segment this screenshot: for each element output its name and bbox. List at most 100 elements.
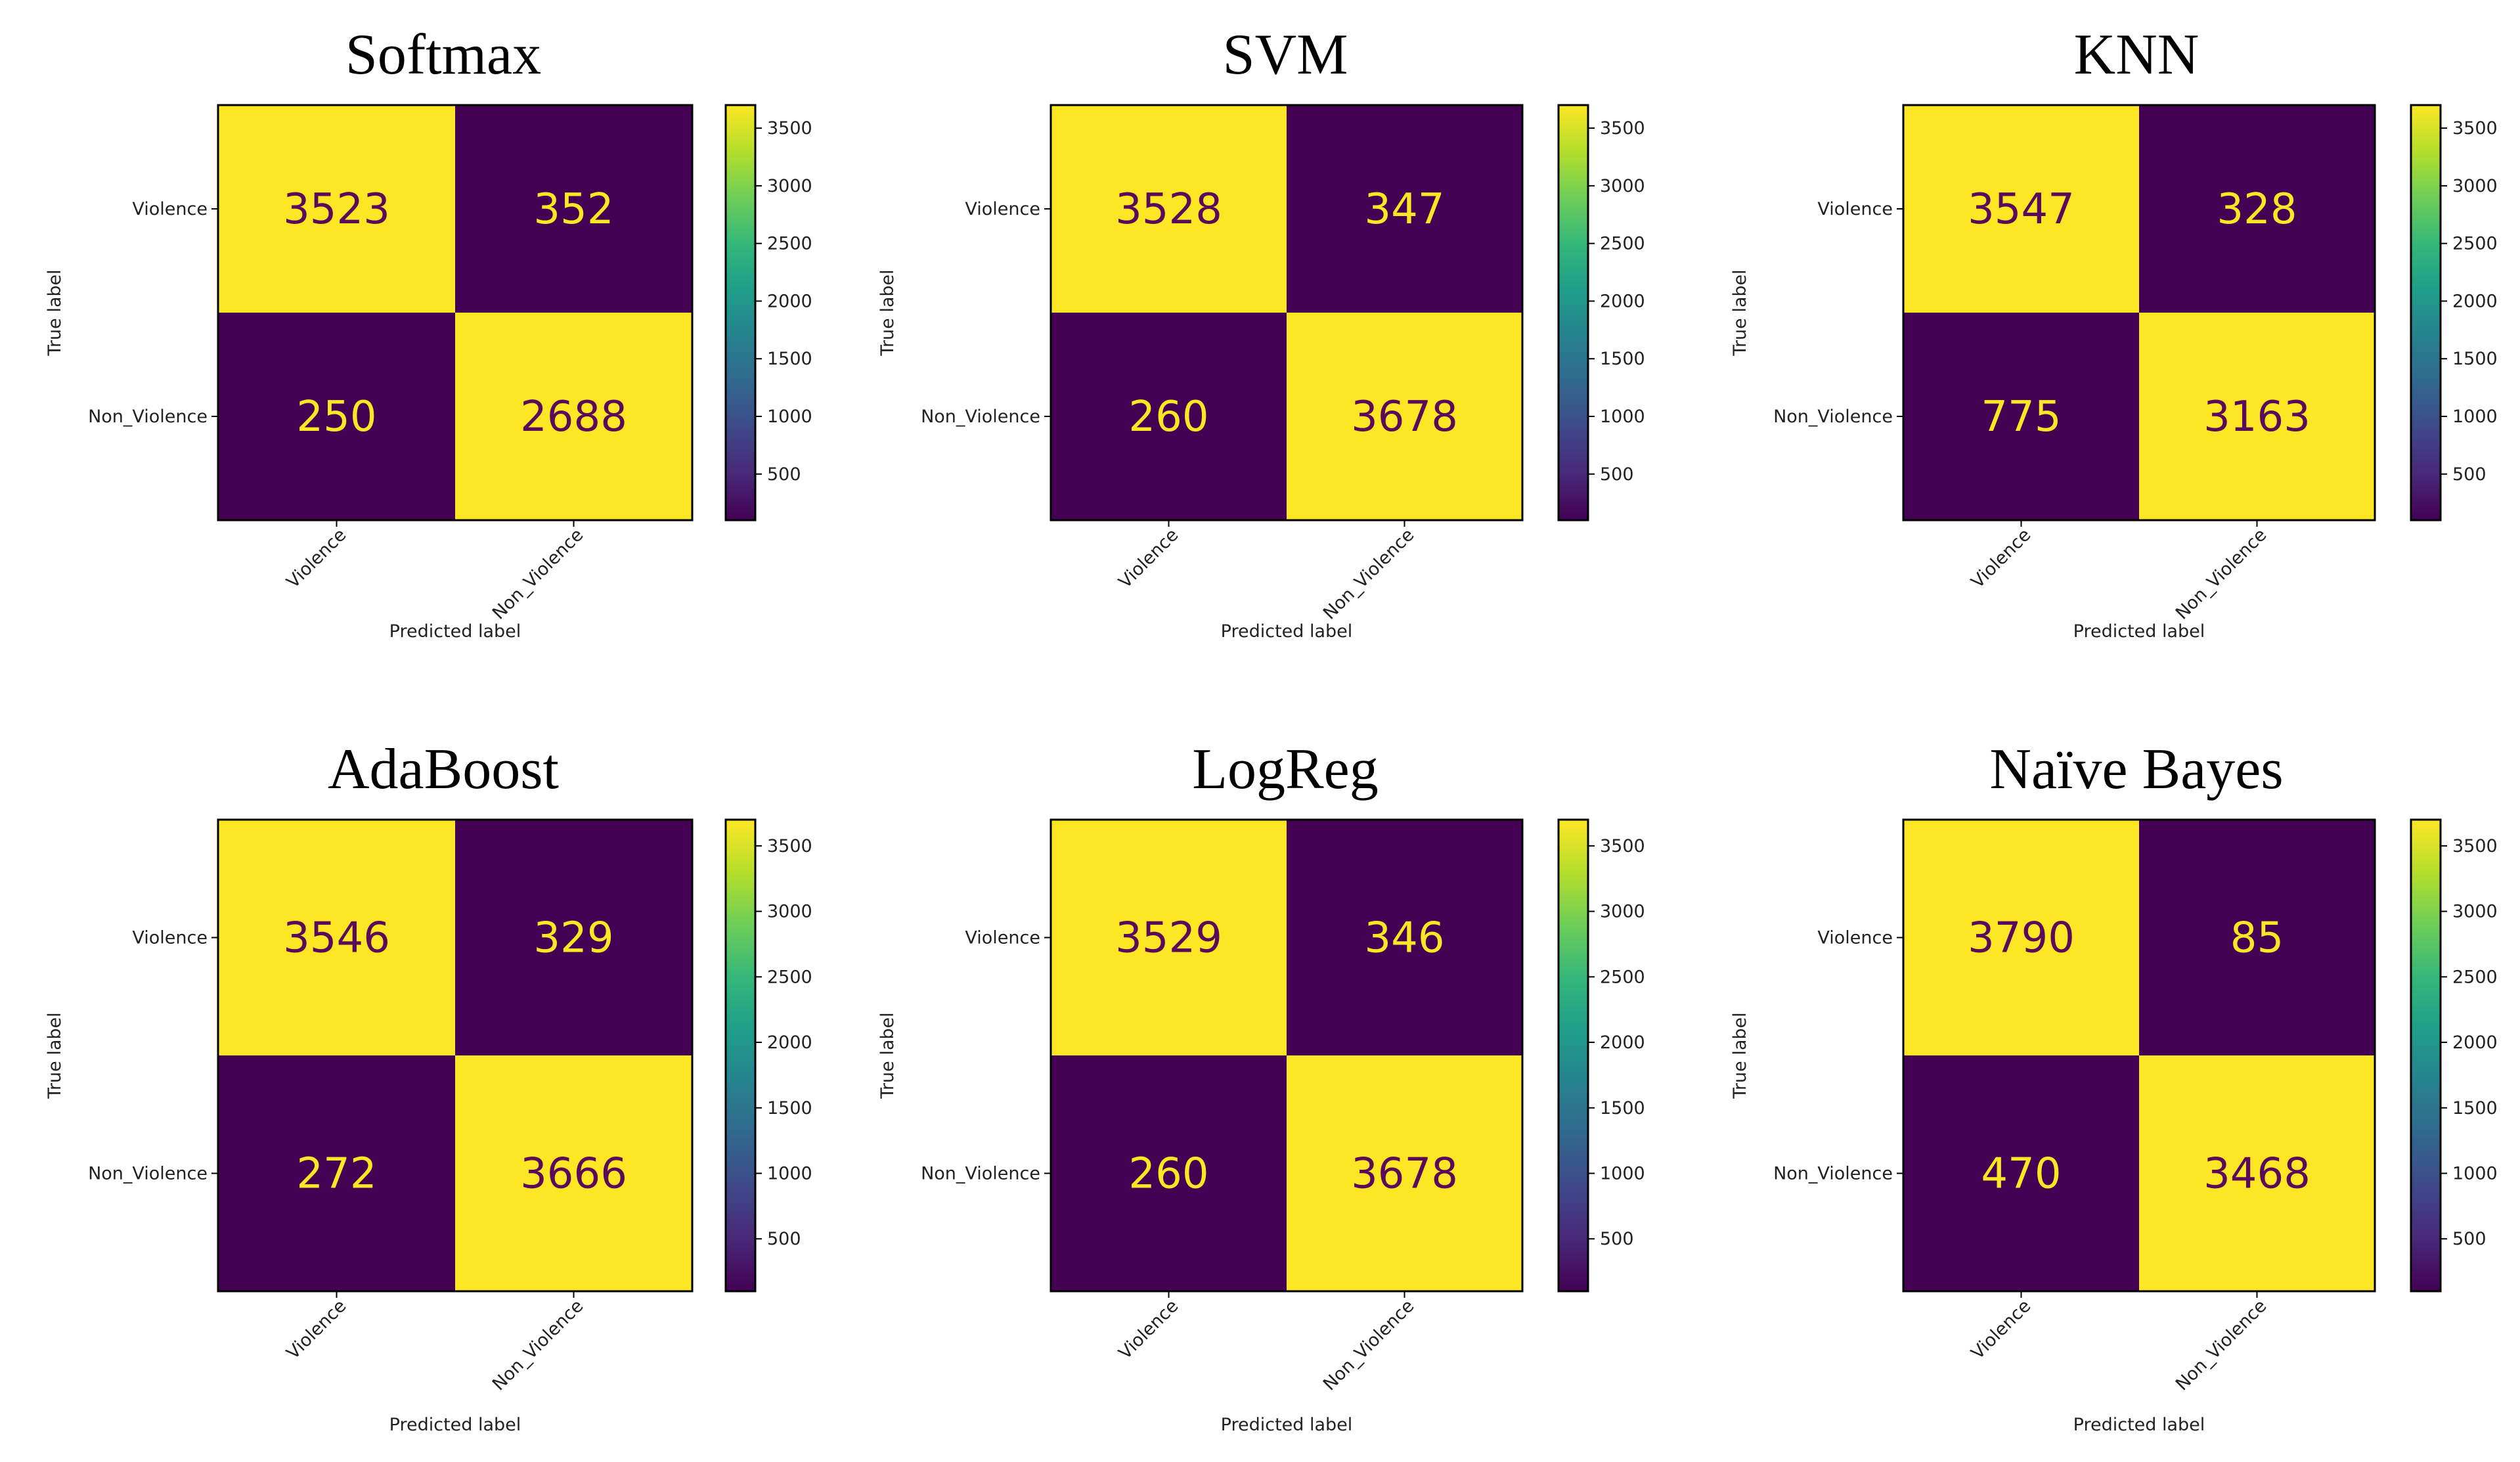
cell-r1-c0 [218,1055,455,1291]
cell-r0-c1 [455,820,692,1055]
colorbar-tick-label: 3500 [2452,118,2498,139]
x-axis-label: Predicted label [1221,621,1353,642]
x-tick-label: Non_Violence [1319,1296,1419,1395]
cell-r1-c1 [455,313,692,520]
x-tick-label: Non_Violence [1319,525,1419,624]
cell-value: 3163 [2203,393,2310,441]
cell-r1-c1 [1287,1055,1522,1291]
cell-value: 3790 [1968,914,2075,963]
colorbar-tick-label: 3500 [767,836,812,856]
cell-r1-c0 [218,313,455,520]
cell-value: 3547 [1968,185,2075,234]
colorbar-tick-label: 500 [2452,464,2487,485]
colorbar: 500 1000 1500 2000 2500 3000 3500 [2410,104,2498,521]
colorbar-tick-label: 500 [1600,1229,1634,1249]
colorbar-tick-label: 2500 [767,234,812,254]
x-axis-label: Predicted label [389,621,521,642]
colorbar-tick-label: 1500 [1600,349,1645,369]
colorbar-tick-label: 3000 [2452,902,2498,922]
colorbar-tick-label: 500 [1600,464,1634,485]
y-axis-label: True label [1730,269,1750,356]
cell-r1-c0 [1051,313,1287,520]
colorbar-tick-label: 1500 [2452,1098,2498,1119]
y-tick-label: Violence [132,199,208,219]
cell-value: 272 [296,1150,376,1199]
cell-r1-c1 [455,1055,692,1291]
x-tick-label: Non_Violence [2172,525,2271,624]
colorbar-tick-label: 2000 [767,1032,812,1053]
heatmap-frame [1050,104,1524,521]
cell-value: 775 [1981,393,2061,441]
x-axis-label: Predicted label [2073,1415,2205,1435]
panel-1: SVM 3528 347 260 3678 Violence Non_Violence Vio… [877,23,1645,642]
cell-value: 352 [533,185,613,234]
cell-r0-c0 [218,820,455,1055]
panel-0: Softmax 3523 352 250 2688 Violence Non_Violenc… [45,23,812,642]
colorbar-tick-label: 500 [2452,1229,2487,1249]
x-tick-label: Violence [1115,525,1182,592]
y-tick-label: Violence [965,928,1040,948]
cell-r1-c0 [1903,1055,2139,1291]
x-tick-label: Violence [1967,525,2035,592]
colorbar-tick-label: 1000 [2452,1164,2498,1184]
x-tick-label: Non_Violence [2172,1296,2271,1395]
cell-r0-c1 [1287,105,1522,313]
cell-r0-c0 [1051,820,1287,1055]
colorbar-gradient [2410,818,2442,1293]
cell-value: 3529 [1115,914,1222,963]
colorbar-tick-label: 1500 [2452,349,2498,369]
colorbar-tick-label: 2000 [1600,291,1645,311]
cell-value: 3528 [1115,185,1222,234]
colorbar-tick-label: 2000 [2452,291,2498,311]
cell-r0-c1 [455,105,692,313]
x-axis-label: Predicted label [389,1415,521,1435]
x-tick-label: Violence [282,525,350,592]
cell-r1-c1 [2139,1055,2375,1291]
x-tick-label: Non_Violence [489,525,588,624]
cell-value: 328 [2217,185,2297,234]
cell-value: 260 [1128,1150,1208,1199]
colorbar-tick-label: 2500 [1600,967,1645,987]
colorbar-tick-label: 3000 [1600,902,1645,922]
cell-value: 85 [2230,914,2284,963]
cell-value: 2688 [520,393,627,441]
cell-value: 3546 [283,914,390,963]
y-tick-label: Violence [1817,199,1893,219]
cell-value: 260 [1128,393,1208,441]
y-tick-label: Non_Violence [1773,407,1893,427]
cell-value: 250 [296,393,376,441]
colorbar: 500 1000 1500 2000 2500 3000 3500 [724,818,812,1293]
chart-title: AdaBoost [328,738,559,801]
colorbar-tick-label: 3500 [2452,836,2498,856]
colorbar-tick-label: 1500 [1600,1098,1645,1119]
cell-value: 3678 [1351,393,1458,441]
colorbar-tick-label: 3000 [1600,176,1645,196]
colorbar-tick-label: 1000 [1600,407,1645,427]
y-tick-label: Non_Violence [921,1164,1040,1184]
cell-r1-c0 [1051,1055,1287,1291]
colorbar-tick-label: 2000 [1600,1032,1645,1053]
colorbar-tick-label: 3000 [767,902,812,922]
chart-title: LogReg [1192,738,1379,801]
y-tick-label: Non_Violence [88,407,208,427]
colorbar: 500 1000 1500 2000 2500 3000 3500 [2410,818,2498,1293]
y-axis-label: True label [1730,1012,1750,1099]
cell-r1-c0 [1903,313,2139,520]
colorbar-tick-label: 2000 [767,291,812,311]
cell-r0-c1 [2139,820,2375,1055]
colorbar-tick-label: 2000 [2452,1032,2498,1053]
colorbar-gradient [724,818,757,1293]
cell-value: 3666 [520,1150,627,1199]
chart-title: Softmax [345,23,541,87]
cell-r1-c1 [2139,313,2375,520]
x-tick-label: Non_Violence [489,1296,588,1395]
colorbar-tick-label: 3000 [767,176,812,196]
panel-2: KNN 3547 328 775 3163 Violence Non_Violence Vio… [1730,23,2498,642]
colorbar-tick-label: 2500 [767,967,812,987]
colorbar-tick-label: 3500 [1600,836,1645,856]
cell-r0-c0 [1903,105,2139,313]
cell-value: 329 [533,914,613,963]
panel-4: LogReg 3529 346 260 3678 Violence Non_Violence… [877,738,1645,1435]
colorbar-tick-label: 500 [767,1229,801,1249]
